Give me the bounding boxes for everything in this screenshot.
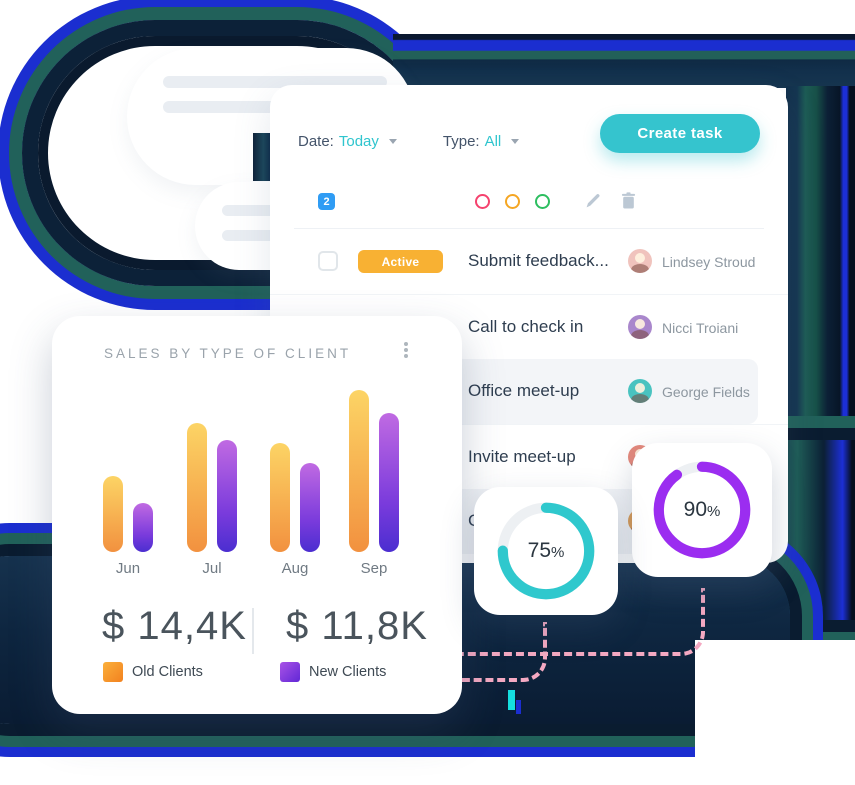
progress-ring-75 <box>497 502 595 600</box>
skeleton-line <box>222 230 314 241</box>
type-filter-label: Type: <box>442 133 480 150</box>
sales-card-title: SALES BY TYPE OF CLIENT <box>104 346 352 361</box>
category-dot-pink[interactable] <box>475 194 490 209</box>
delete-trash-icon[interactable] <box>620 192 637 209</box>
new-clients-total: $ 11,8K <box>286 604 428 648</box>
bar-old-clients <box>270 443 290 552</box>
progress-value: 75% <box>527 539 565 562</box>
category-dot-green[interactable] <box>535 194 550 209</box>
avatar <box>628 315 652 339</box>
new-clients-swatch <box>280 662 300 682</box>
filters-bar: Date: Today Type: All <box>298 133 520 150</box>
task-title: Office meet-up <box>468 381 580 400</box>
bar-chart <box>52 316 462 552</box>
task-row[interactable]: Active Submit feedback... Lindsey Stroud <box>270 229 788 294</box>
edit-pencil-icon[interactable] <box>585 192 602 209</box>
task-checkbox[interactable] <box>318 251 338 271</box>
create-task-button[interactable]: Create task <box>600 114 760 153</box>
bar-group <box>102 476 154 552</box>
bar-old-clients <box>103 476 123 552</box>
bar-new-clients <box>300 462 320 552</box>
month-label: Sep <box>360 560 388 577</box>
month-label: Jul <box>202 560 222 577</box>
assignee-name: Lindsey Stroud <box>662 254 756 270</box>
task-title: Submit feedback... <box>468 251 609 270</box>
glitch-sliver <box>253 133 270 181</box>
glitch-speck <box>508 690 515 710</box>
avatar <box>628 249 652 273</box>
bar-new-clients <box>133 502 153 552</box>
date-filter[interactable]: Date: Today <box>298 133 397 150</box>
bar-new-clients <box>379 413 399 552</box>
avatar <box>628 379 652 403</box>
assignee-name: George Fields <box>662 384 750 400</box>
date-filter-label: Date: <box>298 133 334 150</box>
bar-new-clients <box>217 439 237 552</box>
new-clients-label: New Clients <box>309 664 387 680</box>
progress-card-90: 90% <box>632 443 772 577</box>
dashed-connector-75 <box>445 622 547 682</box>
bar-group <box>186 423 238 552</box>
bar-old-clients <box>187 423 207 552</box>
task-row[interactable]: Call to check in Nicci Troiani <box>270 294 788 359</box>
month-label: Jun <box>115 560 141 577</box>
divider <box>294 228 764 229</box>
task-title: Invite meet-up <box>468 447 576 466</box>
glitch-speck <box>516 700 521 714</box>
progress-value: 90% <box>683 498 721 521</box>
kebab-menu-icon[interactable] <box>396 340 416 362</box>
task-title: Call to check in <box>468 317 584 336</box>
task-toolbar: 2 <box>270 189 788 219</box>
divider <box>252 608 254 654</box>
type-filter[interactable]: Type: All <box>442 133 520 150</box>
skeleton-line <box>163 101 291 113</box>
old-clients-total: $ 14,4K <box>102 604 247 648</box>
month-axis: Jun Jul Aug Sep <box>52 560 462 580</box>
progress-ring-90 <box>653 461 751 559</box>
type-filter-value: All <box>484 133 502 150</box>
bar-old-clients <box>349 390 369 552</box>
chevron-down-icon <box>511 139 520 144</box>
assignee-name: Nicci Troiani <box>662 320 739 336</box>
old-clients-swatch <box>103 662 123 682</box>
category-dot-orange[interactable] <box>505 194 520 209</box>
old-clients-label: Old Clients <box>132 664 203 680</box>
status-badge: Active <box>358 250 443 273</box>
date-filter-value: Today <box>338 133 379 150</box>
selected-count-badge[interactable]: 2 <box>318 193 335 210</box>
corner-mask <box>695 640 855 785</box>
bar-group <box>269 443 321 552</box>
month-label: Aug <box>281 560 309 577</box>
sales-card: SALES BY TYPE OF CLIENT Jun Jul Aug Sep $ 1… <box>52 316 462 714</box>
dashed-connector-90 <box>445 588 705 656</box>
glitch-top-band <box>393 34 855 88</box>
bar-group <box>348 390 400 552</box>
progress-card-75: 75% <box>474 487 618 615</box>
chevron-down-icon <box>388 139 397 144</box>
